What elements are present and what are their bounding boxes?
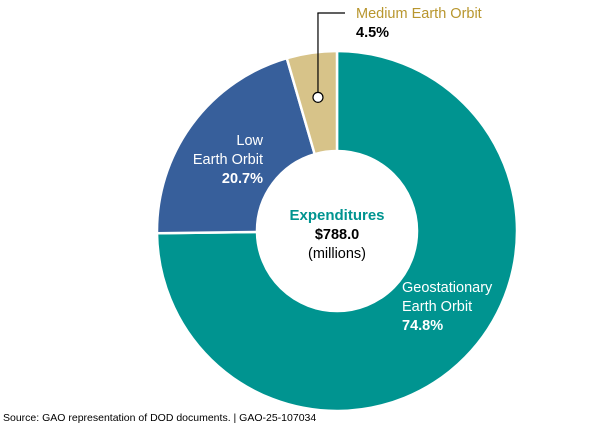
slice-low-earth-orbit <box>155 56 317 235</box>
slice-geostationary-earth-orbit <box>155 49 519 413</box>
slice-medium-earth-orbit <box>285 49 339 156</box>
slice-label-geostationary-2: 74.8% <box>402 318 443 334</box>
slice-label-geostationary-0: Geostationary <box>402 280 493 296</box>
callout-dot-medium-earth-orbit <box>312 91 324 103</box>
slice-label-medium-earth-orbit-0: Medium Earth Orbit <box>356 6 482 22</box>
source-note: Source: GAO representation of DOD docume… <box>3 412 317 424</box>
slice-label-medium-earth-orbit-1: 4.5% <box>356 25 389 41</box>
center-value: $788.0 <box>315 227 359 243</box>
slice-label-low-earth-orbit-1: Earth Orbit <box>193 152 263 168</box>
center-title: Expenditures <box>289 207 384 224</box>
slice-label-low-earth-orbit-0: Low <box>236 133 263 149</box>
center-unit: (millions) <box>308 246 366 262</box>
slice-label-low-earth-orbit-2: 20.7% <box>222 171 263 187</box>
slice-label-geostationary-1: Earth Orbit <box>402 299 472 315</box>
